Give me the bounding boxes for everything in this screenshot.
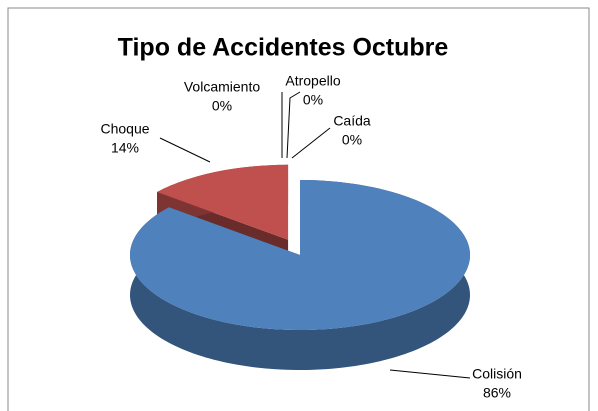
data-label-name: Caída (333, 113, 371, 129)
leader-line (159, 137, 211, 163)
chart-title: Tipo de Accidentes Octubre (118, 34, 449, 62)
data-label-value: 0% (303, 92, 323, 108)
leader-line (286, 91, 301, 159)
data-label-name: Atropello (285, 73, 340, 89)
leader-line (291, 127, 331, 159)
data-label-name: Colisión (472, 366, 522, 382)
data-label-value: 14% (111, 140, 139, 156)
slice (130, 180, 470, 330)
leader-line (389, 369, 471, 379)
data-label-value: 86% (483, 385, 511, 401)
data-label-name: Choque (100, 121, 149, 137)
data-label-name: Volcamiento (184, 79, 260, 95)
slice (157, 164, 289, 240)
data-label-value: 0% (342, 132, 362, 148)
data-label-value: 0% (212, 98, 232, 114)
